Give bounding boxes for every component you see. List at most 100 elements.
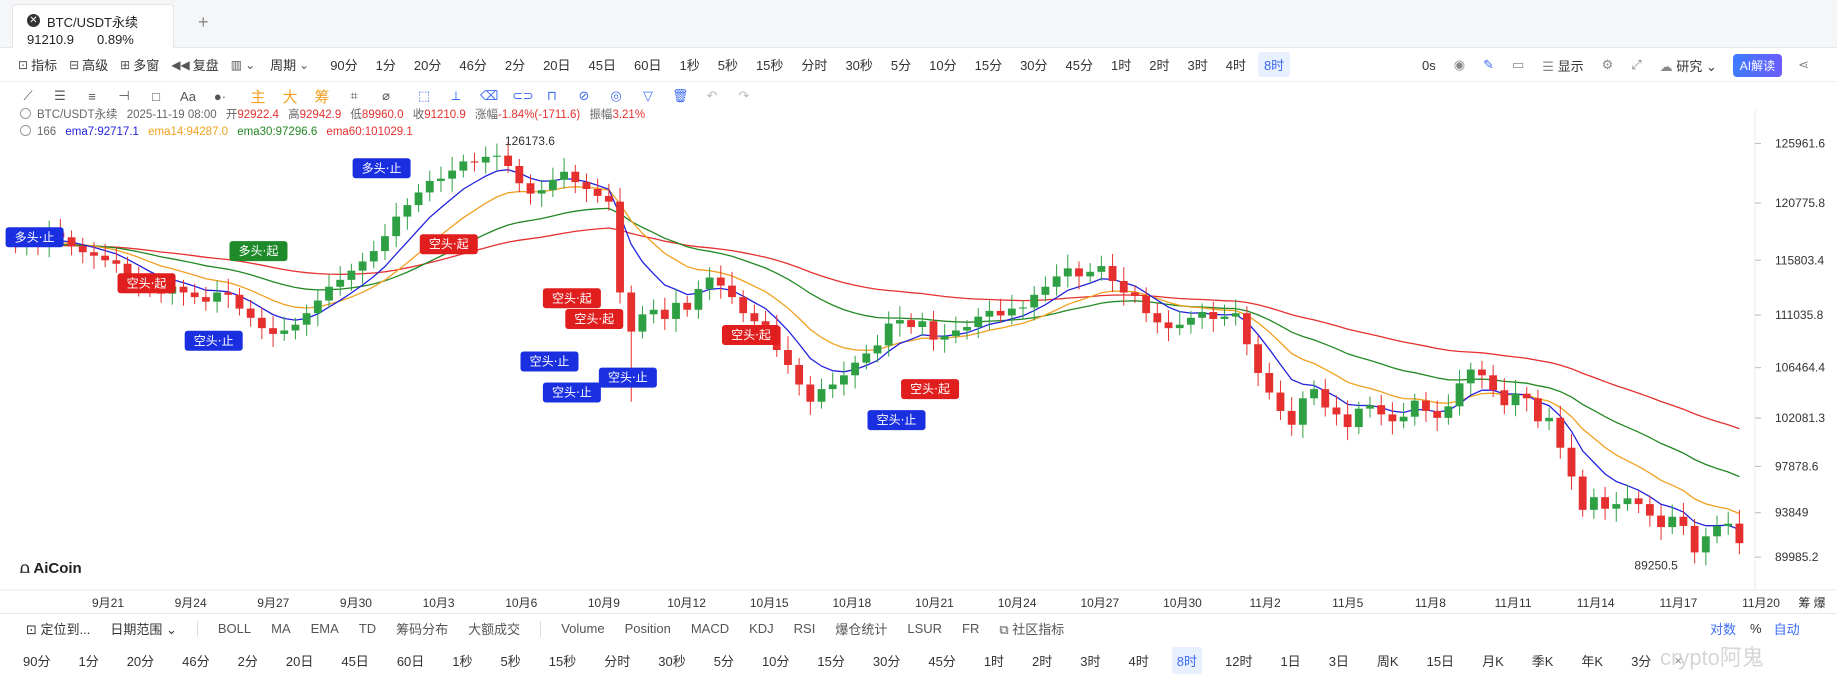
- sub-indicator-button-4[interactable]: RSI: [793, 621, 816, 636]
- tab-btc-usdt[interactable]: ✕ BTC/USDT永续 91210.9 0.89%: [12, 4, 174, 48]
- period-button-12[interactable]: 30秒: [845, 58, 873, 73]
- select-icon[interactable]: ⬚: [417, 88, 431, 103]
- display-button[interactable]: ☰ 显示: [1542, 56, 1583, 75]
- bottom-period-button-29[interactable]: 季K: [1531, 653, 1554, 669]
- bottom-period-button-19[interactable]: 2时: [1032, 653, 1053, 669]
- sub-indicator-button-0[interactable]: Volume: [561, 621, 605, 636]
- close-icon[interactable]: ×: [1674, 652, 1682, 668]
- bottom-period-button-18[interactable]: 1时: [983, 653, 1005, 669]
- sub-indicator-button-3[interactable]: KDJ: [749, 621, 774, 636]
- bottom-period-button-24[interactable]: 1日: [1280, 653, 1301, 669]
- bottom-period-button-10[interactable]: 15秒: [548, 653, 577, 669]
- bottom-period-button-22[interactable]: 8时: [1171, 646, 1202, 674]
- bottom-period-button-1[interactable]: 1分: [78, 653, 99, 669]
- period-button-11[interactable]: 分时: [801, 58, 828, 73]
- add-tab-button[interactable]: +: [198, 12, 209, 32]
- percent-scale-button[interactable]: %: [1750, 620, 1762, 636]
- bottom-period-button-5[interactable]: 20日: [285, 653, 314, 669]
- alert-icon[interactable]: ◎: [610, 88, 622, 103]
- period-button-20[interactable]: 3时: [1187, 58, 1208, 73]
- period-button-3[interactable]: 46分: [459, 58, 487, 73]
- bottom-period-button-17[interactable]: 45分: [928, 653, 956, 669]
- multi-window-button[interactable]: ⊞ 多窗: [120, 55, 159, 74]
- horizontal-line-icon[interactable]: ⊣: [118, 88, 130, 103]
- log-scale-button[interactable]: 对数: [1710, 621, 1737, 637]
- period-button-18[interactable]: 1时: [1111, 58, 1132, 73]
- sub-indicator-button-2[interactable]: MACD: [690, 621, 730, 636]
- pen-icon[interactable]: ✎: [1483, 57, 1494, 72]
- camera-icon[interactable]: ◉: [1453, 57, 1466, 72]
- magnet-icon[interactable]: ⊂⊃: [512, 88, 534, 103]
- period-button-17[interactable]: 45分: [1065, 58, 1094, 73]
- bottom-period-button-13[interactable]: 5分: [713, 653, 734, 669]
- bottom-period-button-15[interactable]: 15分: [817, 653, 845, 669]
- bottom-period-button-16[interactable]: 30分: [872, 653, 901, 669]
- main-chart-button[interactable]: 主: [250, 88, 266, 106]
- bottom-period-button-26[interactable]: 周K: [1376, 653, 1399, 669]
- brush-icon[interactable]: ⌀: [382, 88, 390, 103]
- sub-indicator-button-7[interactable]: FR: [962, 621, 980, 636]
- auto-scale-button[interactable]: 自动: [1773, 621, 1800, 637]
- eraser-icon[interactable]: ⌫: [480, 88, 499, 103]
- bottom-period-button-30[interactable]: 年K: [1581, 653, 1604, 669]
- filter-icon[interactable]: ▽: [643, 88, 653, 103]
- indicator-button-0[interactable]: BOLL: [217, 621, 252, 636]
- period-button-5[interactable]: 20日: [543, 58, 571, 73]
- channel-icon[interactable]: ≡: [88, 88, 96, 104]
- period-button-4[interactable]: 2分: [504, 58, 526, 73]
- bottom-period-button-31[interactable]: 3分: [1631, 653, 1652, 669]
- candlestick-chart[interactable]: 125961.6 120775.8 115803.4 111035.8 106464.4…: [0, 110, 1837, 613]
- period-button-16[interactable]: 30分: [1020, 58, 1048, 73]
- period-button-14[interactable]: 10分: [929, 58, 957, 73]
- bottom-period-button-20[interactable]: 3时: [1080, 653, 1101, 669]
- indicator-button-5[interactable]: 大额成交: [468, 622, 521, 637]
- redo-icon[interactable]: ↷: [738, 88, 750, 103]
- chart-type-button[interactable]: ▥ ⌄: [231, 58, 258, 72]
- community-indicators-button[interactable]: ⧉ 社区指标: [999, 619, 1064, 638]
- period-button-9[interactable]: 5秒: [717, 58, 738, 73]
- period-button-6[interactable]: 45日: [588, 58, 617, 73]
- pattern-icon[interactable]: ⌗: [350, 88, 358, 103]
- bottom-period-button-11[interactable]: 分时: [604, 653, 631, 669]
- window-icon[interactable]: ▭: [1511, 57, 1525, 72]
- ai-analysis-button[interactable]: AI解读: [1732, 53, 1783, 77]
- period-button-8[interactable]: 1秒: [679, 58, 700, 73]
- bottom-period-button-7[interactable]: 60日: [396, 653, 425, 669]
- bottom-period-button-2[interactable]: 20分: [126, 653, 155, 669]
- indicator-button-1[interactable]: MA: [271, 621, 291, 636]
- path-tool-icon[interactable]: ●·: [213, 88, 227, 104]
- close-icon[interactable]: ✕: [27, 14, 40, 27]
- bottom-period-button-23[interactable]: 12时: [1224, 653, 1253, 669]
- period-button-2[interactable]: 20分: [413, 58, 442, 73]
- period-button-0[interactable]: 90分: [330, 58, 358, 73]
- undo-icon[interactable]: ↶: [706, 88, 718, 103]
- share-icon[interactable]: ⋖: [1798, 57, 1810, 72]
- period-button-1[interactable]: 1分: [375, 58, 396, 73]
- rectangle-icon[interactable]: □: [152, 88, 160, 104]
- chips-button[interactable]: 筹: [314, 88, 330, 106]
- bottom-period-button-27[interactable]: 15日: [1426, 653, 1455, 669]
- advanced-button[interactable]: ⊟ 高级: [69, 55, 108, 74]
- indicators-button[interactable]: ⊡ 指标: [18, 55, 57, 74]
- bottom-period-button-0[interactable]: 90分: [23, 653, 51, 669]
- locate-button[interactable]: ⊡ 定位到...: [26, 619, 90, 638]
- period-button-22[interactable]: 8时: [1257, 52, 1291, 77]
- bottom-period-button-9[interactable]: 5秒: [500, 653, 521, 669]
- bottom-period-button-12[interactable]: 30秒: [658, 653, 686, 669]
- period-button-15[interactable]: 15分: [974, 58, 1003, 73]
- parallel-lines-icon[interactable]: ☰: [54, 88, 66, 103]
- line-tool-icon[interactable]: ⟋: [23, 88, 33, 103]
- toggle-icon[interactable]: [20, 125, 31, 136]
- bottom-period-button-3[interactable]: 46分: [182, 653, 210, 669]
- fullscreen-icon[interactable]: ⤢: [1631, 57, 1642, 72]
- sub-indicator-button-6[interactable]: LSUR: [907, 621, 943, 636]
- period-button-7[interactable]: 60日: [634, 58, 662, 73]
- bottom-period-button-4[interactable]: 2分: [237, 653, 258, 669]
- settings-icon[interactable]: ⚙: [1601, 57, 1614, 72]
- bottom-period-button-28[interactable]: 月K: [1482, 653, 1504, 669]
- bottom-period-button-8[interactable]: 1秒: [452, 653, 473, 669]
- indicator-button-3[interactable]: TD: [358, 621, 377, 636]
- indicator-button-2[interactable]: EMA: [310, 621, 339, 636]
- indicator-button-4[interactable]: 筹码分布: [396, 622, 449, 637]
- period-button-19[interactable]: 2时: [1149, 58, 1170, 73]
